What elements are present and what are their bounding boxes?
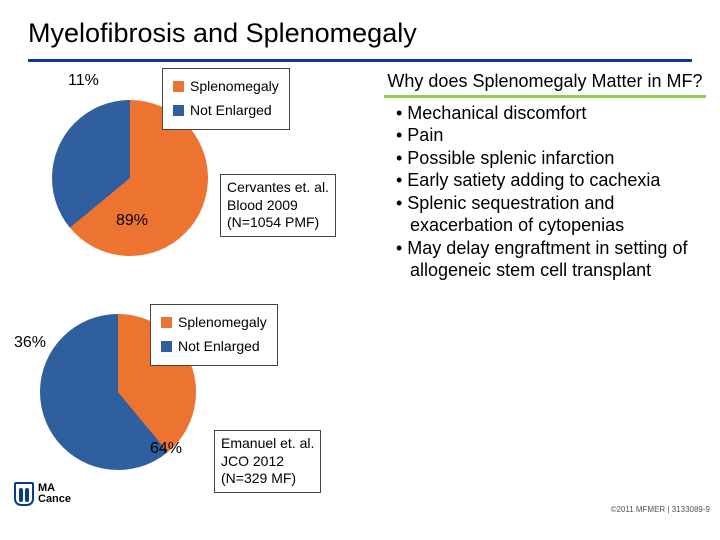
pie-2-minor-pct: 36% [14, 334, 46, 352]
pie-1-legend: Splenomegaly Not Enlarged [162, 68, 290, 130]
legend-row: Not Enlarged [173, 99, 279, 123]
pie-2-major-pct: 64% [150, 440, 182, 458]
pie-2-caption: Emanuel et. al.JCO 2012(N=329 MF) [214, 430, 321, 493]
bullet-item: • Mechanical discomfort [396, 102, 706, 125]
legend-label: Splenomegaly [190, 75, 279, 99]
pie-1-caption: Cervantes et. al.Blood 2009(N=1054 PMF) [220, 174, 336, 237]
legend-label: Splenomegaly [178, 311, 267, 335]
legend-label: Not Enlarged [178, 335, 260, 359]
content-area: 11% 89% Splenomegaly Not Enlarged Cervan… [0, 62, 720, 516]
bullet-item: • May delay engraftment in setting of al… [396, 237, 706, 282]
pie-chart-1: 11% 89% Splenomegaly Not Enlarged Cervan… [30, 74, 360, 274]
pie-2-legend: Splenomegaly Not Enlarged [150, 304, 278, 366]
legend-row: Splenomegaly [173, 75, 279, 99]
pie-1-minor-pct: 11% [68, 72, 99, 90]
bullet-item: • Early satiety adding to cachexia [396, 169, 706, 192]
slide-root: Myelofibrosis and Splenomegaly 11% 89% S… [0, 0, 720, 540]
shield-icon [14, 482, 34, 506]
page-title: Myelofibrosis and Splenomegaly [28, 18, 692, 49]
legend-label: Not Enlarged [190, 99, 272, 123]
bullet-item: • Splenic sequestration and exacerbation… [396, 192, 706, 237]
copyright-footer: ©2011 MFMER | 3133089-9 [611, 505, 710, 514]
bullet-list: • Mechanical discomfort• Pain• Possible … [384, 102, 706, 282]
legend-row: Not Enlarged [161, 335, 267, 359]
swatch-icon [173, 105, 184, 116]
swatch-icon [161, 317, 172, 328]
left-column: 11% 89% Splenomegaly Not Enlarged Cervan… [30, 74, 360, 500]
swatch-icon [173, 81, 184, 92]
swatch-icon [161, 341, 172, 352]
legend-row: Splenomegaly [161, 311, 267, 335]
bullet-item: • Pain [396, 124, 706, 147]
pie-chart-2: 36% 64% Splenomegaly Not Enlarged Emanue… [30, 280, 360, 500]
why-title: Why does Splenomegaly Matter in MF? [384, 70, 706, 93]
logo-text: MACance [38, 483, 71, 505]
pie-1-major-pct: 89% [116, 212, 148, 230]
title-area: Myelofibrosis and Splenomegaly [0, 0, 720, 55]
footer-logo: MACance [14, 482, 71, 506]
bullet-item: • Possible splenic infarction [396, 147, 706, 170]
accent-rule [384, 95, 706, 98]
right-column: Why does Splenomegaly Matter in MF? • Me… [384, 70, 706, 282]
